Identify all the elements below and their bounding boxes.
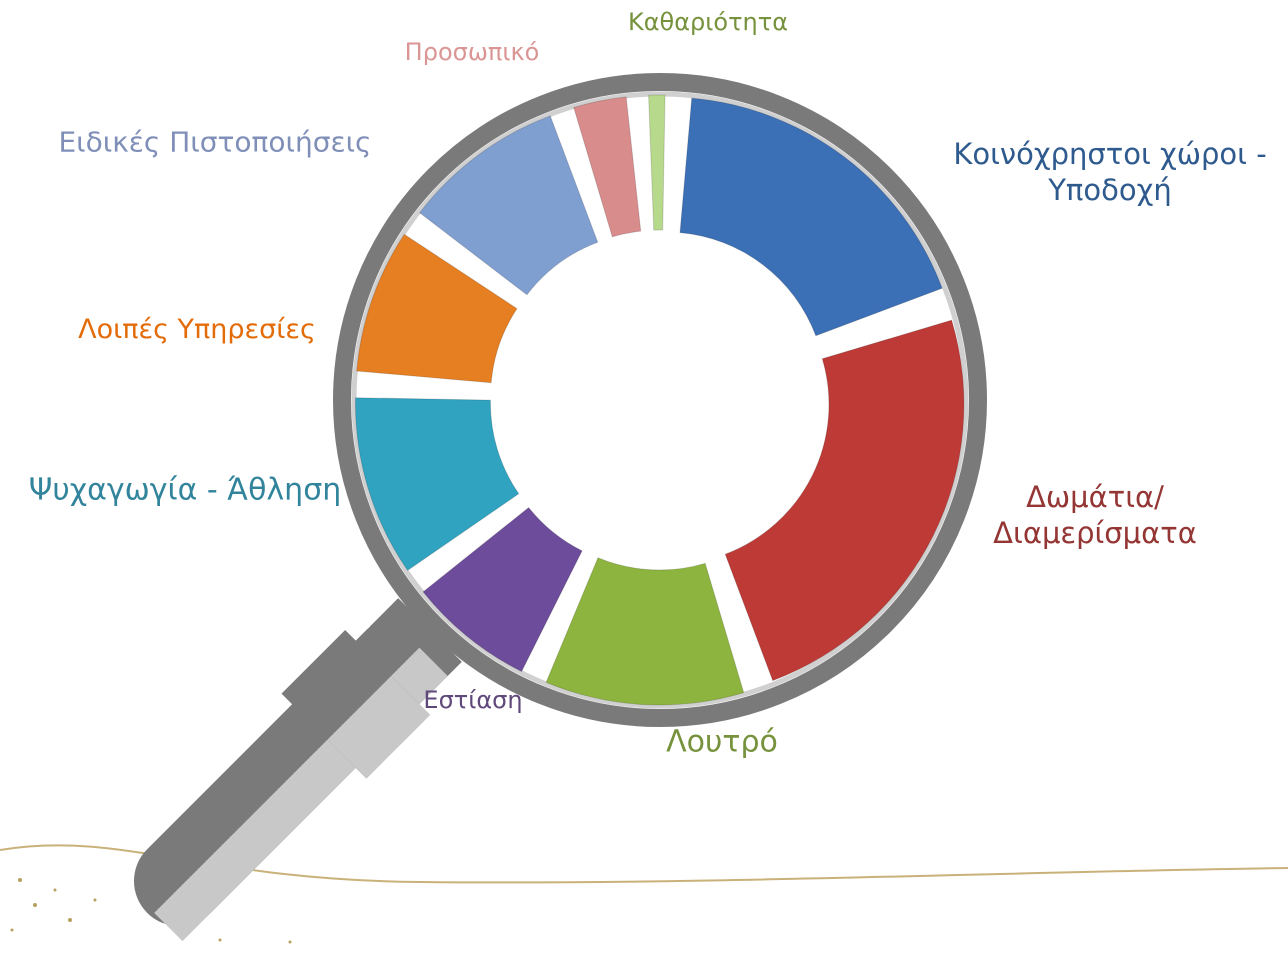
segment-label: Καθαριότητα	[598, 7, 818, 37]
segment-label: Εστίαση	[403, 685, 543, 715]
donut-segment	[649, 95, 665, 230]
segment-label: Δωμάτια/ Διαμερίσματα	[965, 479, 1225, 552]
segment-label: Λοιπές Υπηρεσίες	[47, 313, 347, 347]
magnifier-handle	[105, 588, 473, 956]
segment-label: Ειδικές Πιστοποιήσεις	[5, 125, 425, 160]
donut-segment	[546, 558, 744, 705]
segment-label: Κοινόχρηστοι χώροι - Υποδοχή	[930, 136, 1288, 209]
segment-label: Προσωπικό	[372, 37, 572, 67]
segment-label: Ψυχαγωγία - Άθληση	[0, 471, 375, 509]
donut-segment	[725, 320, 964, 680]
slide: Κοινόχρηστοι χώροι - Υποδοχή Δωμάτια/ Δια…	[0, 0, 1288, 956]
segment-label: Λουτρό	[622, 723, 822, 761]
